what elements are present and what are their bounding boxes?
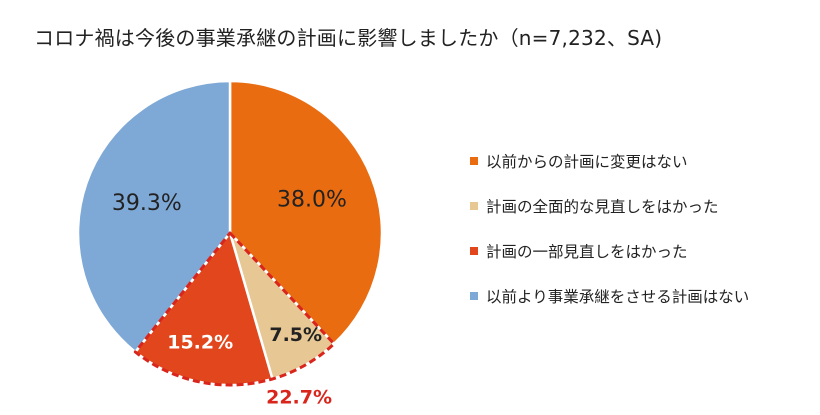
legend-label: 以前からの計画に変更はない xyxy=(486,153,688,171)
group-outline xyxy=(133,231,336,387)
legend-label: 計画の全面的な見直しをはかった xyxy=(486,198,719,216)
slice-value-label: 38.0% xyxy=(277,188,347,213)
legend-swatch xyxy=(470,157,478,165)
legend-item: 以前からの計画に変更はない xyxy=(470,150,749,172)
group-label: 22.7% xyxy=(266,386,332,408)
legend-item: 計画の全面的な見直しをはかった xyxy=(470,195,749,217)
pie-slice xyxy=(228,79,384,346)
chart-title: コロナ禍は今後の事業承継の計画に影響しましたか（n=7,232、SA) xyxy=(34,26,663,50)
slice-value-label: 39.3% xyxy=(112,191,182,216)
legend-swatch xyxy=(470,292,478,300)
legend-swatch xyxy=(470,202,478,210)
legend-label: 計画の一部見直しをはかった xyxy=(486,243,688,261)
slice-value-label: 7.5% xyxy=(269,324,322,346)
legend-item: 計画の一部見直しをはかった xyxy=(470,240,749,262)
legend-item: 以前より事業承継をさせる計画はない xyxy=(470,285,749,307)
slice-value-label: 15.2% xyxy=(167,332,233,354)
legend-label: 以前より事業承継をさせる計画はない xyxy=(486,288,750,306)
legend-swatch xyxy=(470,247,478,255)
pie-slice xyxy=(76,79,232,354)
legend: 以前からの計画に変更はない計画の全面的な見直しをはかった 計画の一部見直しをはかっ… xyxy=(470,150,749,330)
